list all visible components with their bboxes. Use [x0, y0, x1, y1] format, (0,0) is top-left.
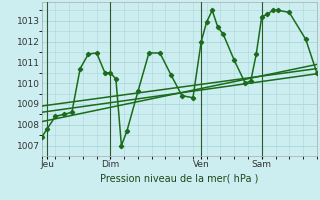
- X-axis label: Pression niveau de la mer( hPa ): Pression niveau de la mer( hPa ): [100, 173, 258, 183]
